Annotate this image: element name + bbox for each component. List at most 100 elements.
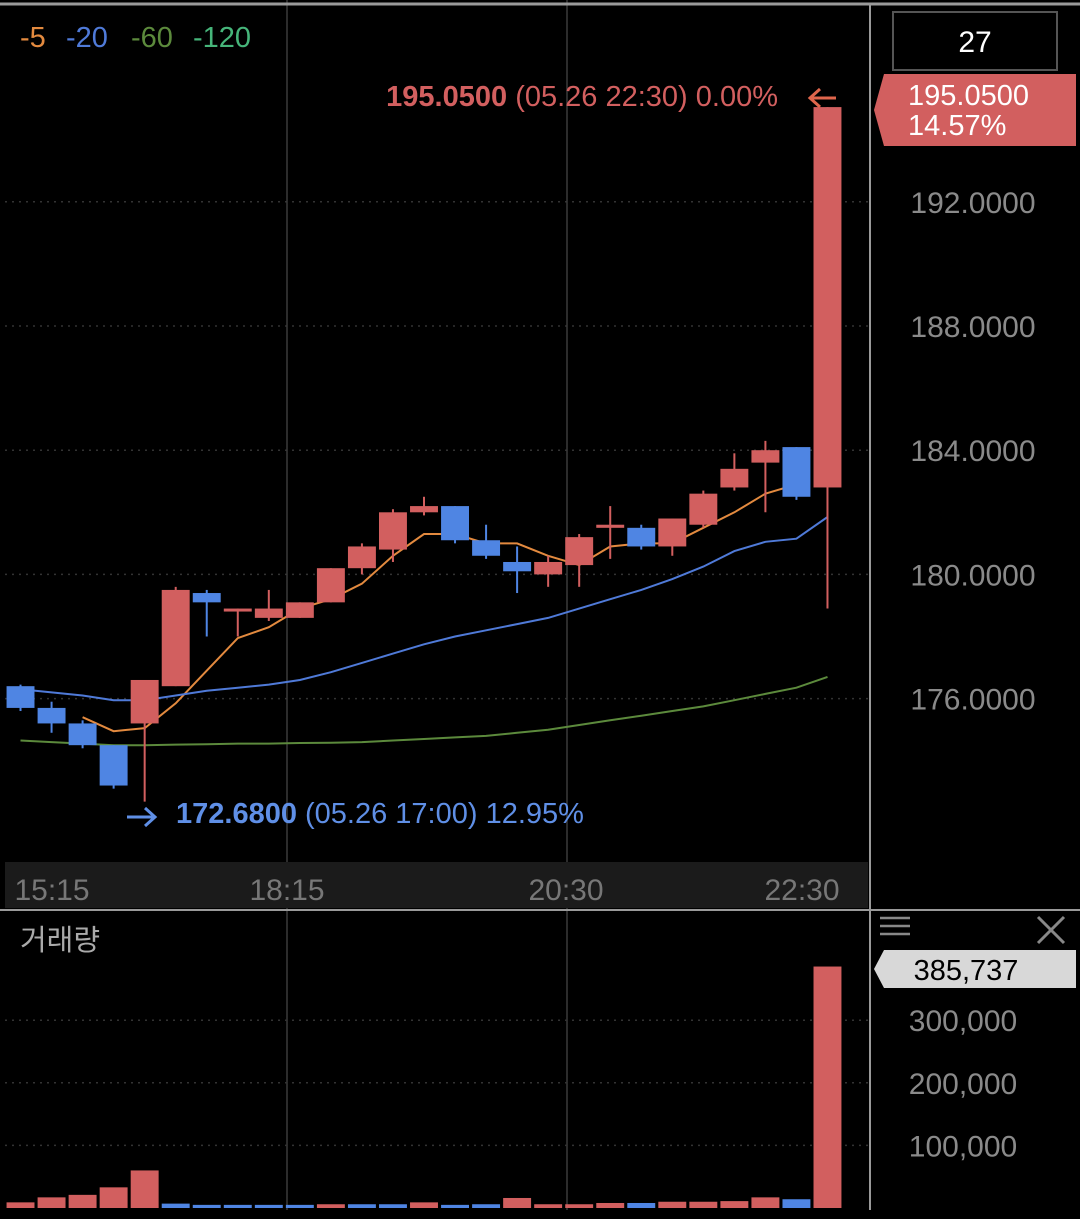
volume-last-value: 385,737 <box>914 955 1019 987</box>
candle[interactable] <box>37 701 66 733</box>
candle-body <box>6 686 35 708</box>
legend-item-5[interactable]: -5 <box>20 22 46 54</box>
volume-bar[interactable] <box>378 1204 407 1208</box>
candle-body <box>37 707 66 724</box>
volume-bar[interactable] <box>130 1170 159 1208</box>
time-tick-label: 22:30 <box>764 874 839 907</box>
volume-bar[interactable] <box>6 1202 35 1208</box>
volume-bar[interactable] <box>751 1197 780 1208</box>
candle-body <box>316 568 345 603</box>
menu-icon[interactable] <box>880 916 910 936</box>
candle-body <box>720 468 749 488</box>
volume-bar[interactable] <box>37 1197 66 1208</box>
candle-body <box>99 745 128 786</box>
close-icon-cross <box>1036 915 1066 945</box>
volume-bar[interactable] <box>782 1199 811 1208</box>
candle[interactable] <box>627 524 656 550</box>
volume-bar[interactable] <box>813 966 842 1208</box>
volume-bar[interactable] <box>472 1204 501 1208</box>
volume-bar[interactable] <box>565 1204 594 1208</box>
candle[interactable] <box>347 543 376 575</box>
candle-body <box>410 506 438 513</box>
candle[interactable] <box>565 534 594 587</box>
volume-bar[interactable] <box>596 1202 625 1208</box>
volume-bar[interactable] <box>68 1194 97 1208</box>
candle[interactable] <box>410 496 438 516</box>
time-axis-band <box>5 862 868 908</box>
candle-body <box>347 546 376 569</box>
volume-bar[interactable] <box>720 1201 749 1208</box>
volume-bar[interactable] <box>316 1204 345 1208</box>
legend-item-20[interactable]: -20 <box>66 22 108 54</box>
candle-body <box>378 512 407 550</box>
candle[interactable] <box>99 745 128 789</box>
candle[interactable] <box>813 107 842 609</box>
candle-body <box>503 561 532 572</box>
volume-last-tag <box>874 950 1076 988</box>
candle[interactable] <box>192 589 221 637</box>
candle-count-box[interactable]: 27 <box>892 11 1058 71</box>
time-tick-label: 18:15 <box>249 874 324 907</box>
candle-body <box>472 540 501 556</box>
price-tick-label: 180.0000 <box>910 559 1035 592</box>
candle[interactable] <box>130 679 159 802</box>
volume-bar[interactable] <box>285 1204 314 1208</box>
last-price-value: 195.0500 <box>908 80 1029 112</box>
price-tick-label: 176.0000 <box>910 684 1035 717</box>
volume-bar[interactable] <box>410 1202 438 1208</box>
time-axis[interactable]: 15:15 18:15 20:30 22:30 <box>5 862 868 908</box>
close-icon[interactable] <box>1036 915 1066 945</box>
candle-body <box>161 589 190 687</box>
candle-body <box>223 608 252 612</box>
candle[interactable] <box>596 506 625 559</box>
candle[interactable] <box>6 684 35 712</box>
candle[interactable] <box>285 602 314 618</box>
candle[interactable] <box>254 589 283 621</box>
candle-count-frame <box>892 11 1058 71</box>
volume-bar[interactable] <box>347 1204 376 1208</box>
time-tick-label: 20:30 <box>528 874 603 907</box>
candle[interactable] <box>378 509 407 562</box>
volume-bar[interactable] <box>689 1201 718 1208</box>
price-tick-label: 192.0000 <box>910 187 1035 220</box>
candle-body <box>68 723 97 746</box>
candle-body <box>192 593 221 603</box>
last-price-tag <box>874 74 1076 146</box>
volume-tick-label: 100,000 <box>909 1130 1017 1163</box>
candle[interactable] <box>161 586 190 687</box>
candle[interactable] <box>782 447 811 500</box>
volume-bar[interactable] <box>503 1197 532 1208</box>
high-annotation-detail: (05.26 22:30) 0.00% <box>515 81 778 113</box>
volume-bar[interactable] <box>534 1204 563 1208</box>
candle[interactable] <box>751 440 780 513</box>
candle[interactable] <box>472 524 501 559</box>
volume-bar[interactable] <box>441 1204 470 1208</box>
volume-bar[interactable] <box>627 1202 656 1208</box>
legend-item-120[interactable]: -120 <box>193 22 251 54</box>
candle-body <box>565 537 594 566</box>
candle[interactable] <box>658 518 687 556</box>
volume-bar[interactable] <box>161 1203 190 1208</box>
candle-body <box>534 561 563 575</box>
candle[interactable] <box>689 490 718 528</box>
volume-bar[interactable] <box>99 1187 128 1208</box>
high-annotation: 195.0500 (05.26 22:30) 0.00% <box>386 81 778 113</box>
low-annotation-detail: (05.26 17:00) 12.95% <box>305 798 584 830</box>
candle[interactable] <box>223 608 252 637</box>
legend-item-60[interactable]: -60 <box>131 22 173 54</box>
candle-body <box>130 679 159 724</box>
moving-average-legend[interactable]: -5 -20 -60 -120 <box>20 22 251 54</box>
candle[interactable] <box>534 555 563 587</box>
candle-count-label: 27 <box>958 26 991 59</box>
volume-bar[interactable] <box>192 1204 221 1208</box>
candle[interactable] <box>68 720 97 749</box>
volume-bar[interactable] <box>223 1204 252 1208</box>
volume-bar[interactable] <box>658 1201 687 1208</box>
candle[interactable] <box>503 546 532 594</box>
candle[interactable] <box>720 453 749 491</box>
high-arrow-icon <box>807 87 836 109</box>
candle[interactable] <box>441 506 470 544</box>
volume-bar[interactable] <box>254 1204 283 1208</box>
candle[interactable] <box>316 568 345 603</box>
